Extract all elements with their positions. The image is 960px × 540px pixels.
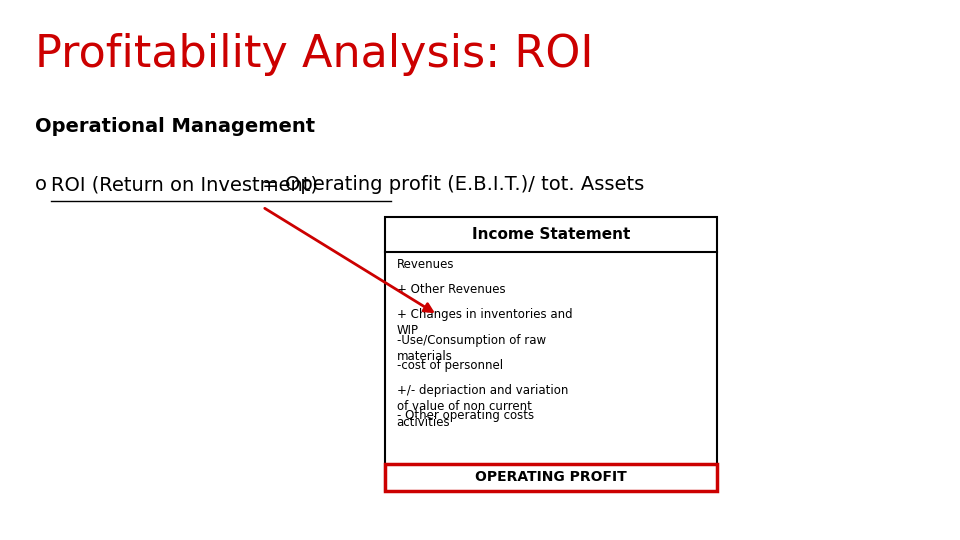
Text: +/- depriaction and variation
of value of non current
activities: +/- depriaction and variation of value o… <box>396 384 568 429</box>
Text: OPERATING PROFIT: OPERATING PROFIT <box>475 470 627 484</box>
Text: Revenues: Revenues <box>396 258 454 271</box>
Text: - Other operating costs: - Other operating costs <box>396 409 534 422</box>
Text: = Operating profit (E.B.I.T.)/ tot. Assets: = Operating profit (E.B.I.T.)/ tot. Asse… <box>255 176 644 194</box>
Text: -Use/Consumption of raw
materials: -Use/Consumption of raw materials <box>396 334 546 363</box>
Bar <box>385 464 716 491</box>
Text: Income Statement: Income Statement <box>471 227 630 242</box>
Text: Profitability Analysis: ROI: Profitability Analysis: ROI <box>36 33 594 76</box>
Text: ROI (Return on Investment): ROI (Return on Investment) <box>52 176 319 194</box>
Text: o: o <box>36 176 54 194</box>
Text: + Other Revenues: + Other Revenues <box>396 283 505 296</box>
Text: Operational Management: Operational Management <box>36 117 316 137</box>
Bar <box>385 218 716 491</box>
Text: -cost of personnel: -cost of personnel <box>396 359 503 372</box>
Text: + Changes in inventories and
WIP: + Changes in inventories and WIP <box>396 308 572 338</box>
